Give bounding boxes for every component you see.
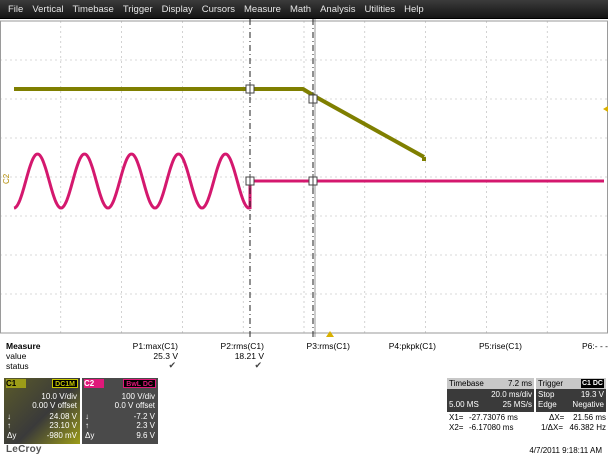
trigger-mode: Stop: [538, 390, 555, 399]
measure-row-status-label: status: [6, 361, 29, 371]
waveform-display[interactable]: C2: [0, 19, 608, 337]
timebase-header: Timebase 7.2 ms: [447, 378, 534, 389]
ch1-tag: C1: [6, 379, 26, 388]
trigger-level: 19.3 V: [580, 390, 604, 399]
cursor-x1-value: -27.73076 ms: [469, 413, 518, 422]
menu-cursors[interactable]: Cursors: [201, 3, 235, 15]
cursor-readout: X1= -27.73076 ms ΔX= 21.56 ms X2= -6.170…: [449, 413, 606, 433]
ch2-descriptor-box[interactable]: C2 BwL DC 100 V/div 0.0 V offset ↓ -7.2 …: [82, 378, 158, 444]
cursor-x2-value: -6.17080 ms: [469, 423, 514, 432]
trigger-header: Trigger C1 DC: [536, 378, 606, 389]
cursor-markers: [245, 82, 318, 188]
menu-trigger[interactable]: Trigger: [122, 3, 153, 15]
trigger-position-marker: [326, 331, 334, 337]
menu-file[interactable]: File: [8, 3, 24, 15]
ch1-vdiv: 10.0 V/div: [41, 392, 77, 401]
menu-vertical[interactable]: Vertical: [32, 3, 64, 15]
menu-math[interactable]: Math: [289, 3, 312, 15]
ch2-vdiv: 100 V/div: [121, 392, 155, 401]
cursor-x1-label: X1=: [449, 413, 464, 422]
menu-utilities[interactable]: Utilities: [364, 3, 396, 15]
measure-param-name[interactable]: P2:rms(C1): [220, 341, 264, 351]
trigger-type-row: Edge Negative: [538, 400, 604, 409]
timebase-tdiv: 20.0 ms/div: [491, 390, 532, 399]
timebase-box[interactable]: Timebase 7.2 ms 20.0 ms/div 5.00 MS 25 M…: [447, 378, 534, 412]
measure-status-check-icon: ✔: [254, 360, 262, 370]
timebase-label: Timebase: [449, 379, 484, 388]
measure-status-check-icon: ✔: [168, 360, 176, 370]
trigger-mode-row: Stop 19.3 V: [538, 390, 604, 399]
cursor-inv-dx-value: 46.382 Hz: [569, 423, 606, 432]
timebase-delay: 7.2 ms: [507, 379, 532, 388]
measure-param-name[interactable]: P5:rise(C1): [479, 341, 522, 351]
ch1-cursor-up-label: ↑: [7, 421, 11, 430]
ch1-descriptor-box[interactable]: C1 DC1M 10.0 V/div 0.00 V offset ↓ 24.08…: [4, 378, 80, 444]
timebase-samples: 5.00 MS: [449, 400, 479, 409]
measure-param-value: 25.3 V: [153, 351, 178, 361]
ch2-cursor-up-label: ↑: [85, 421, 89, 430]
timebase-samples-row: 5.00 MS 25 MS/s: [449, 400, 532, 409]
ch2-delta-y: 9.6 V: [136, 431, 155, 440]
ch2-ground-marker: C2: [2, 173, 11, 184]
menu-bar: File Vertical Timebase Trigger Display C…: [0, 0, 608, 19]
measure-param-value: 18.21 V: [234, 351, 264, 361]
trigger-type: Edge: [538, 400, 557, 409]
cursor-dx-label: ΔX=: [549, 413, 565, 422]
brand-logo: LeCroy: [6, 444, 42, 455]
trigger-level-marker: [603, 106, 608, 112]
cursor-dx-value: 21.56 ms: [573, 413, 606, 422]
ch1-cursor-down-label: ↓: [7, 412, 11, 421]
measure-param-name[interactable]: P4:pkpk(C1): [388, 341, 436, 351]
ch1-cursor-y2: 23.10 V: [49, 421, 77, 430]
cursor-inv-dx-label: 1/ΔX=: [541, 423, 564, 432]
ch1-offset: 0.00 V offset: [32, 401, 77, 410]
date-time: 4/7/2011 9:18:11 AM: [529, 446, 602, 455]
ch2-coupling-badge: BwL DC: [123, 379, 156, 388]
ch1-delta-y-label: Δy: [7, 431, 17, 440]
ch2-cursor-down-label: ↓: [85, 412, 89, 421]
menu-analysis[interactable]: Analysis: [320, 3, 356, 15]
measure-param-name[interactable]: P3:rms(C1): [306, 341, 350, 351]
cursor-x2-label: X2=: [449, 423, 464, 432]
ch2-cursor-y1: -7.2 V: [133, 412, 155, 421]
menu-help[interactable]: Help: [404, 3, 424, 15]
trigger-slope: Negative: [572, 400, 604, 409]
menu-display[interactable]: Display: [161, 3, 193, 15]
ch2-trace: [13, 152, 604, 210]
measure-param-name[interactable]: P1:max(C1): [132, 341, 178, 351]
timebase-rate: 25 MS/s: [502, 400, 532, 409]
measure-table: Measure value status P1:max(C1) 25.3 V ✔…: [0, 339, 608, 377]
measure-param-name[interactable]: P6:- - -: [582, 341, 608, 351]
ch1-coupling-badge: DC1M: [52, 379, 78, 388]
trigger-label: Trigger: [538, 379, 564, 388]
ch2-offset: 0.0 V offset: [114, 401, 155, 410]
ch1-delta-y: -980 mV: [46, 431, 77, 440]
ch2-delta-y-label: Δy: [85, 431, 95, 440]
menu-timebase[interactable]: Timebase: [72, 3, 114, 15]
measure-title: Measure: [6, 341, 41, 351]
menu-measure[interactable]: Measure: [244, 3, 281, 15]
graticule: [0, 20, 608, 334]
ch1-cursor-y1: 24.08 V: [49, 412, 77, 421]
measure-row-value-label: value: [6, 351, 27, 361]
ch1-trace: [14, 87, 425, 159]
trigger-box[interactable]: Trigger C1 DC Stop 19.3 V Edge Negative: [536, 378, 606, 412]
ch2-cursor-y2: 2.3 V: [136, 421, 155, 430]
trigger-source-badge: C1 DC: [580, 379, 604, 388]
ch2-tag: C2: [84, 379, 104, 388]
